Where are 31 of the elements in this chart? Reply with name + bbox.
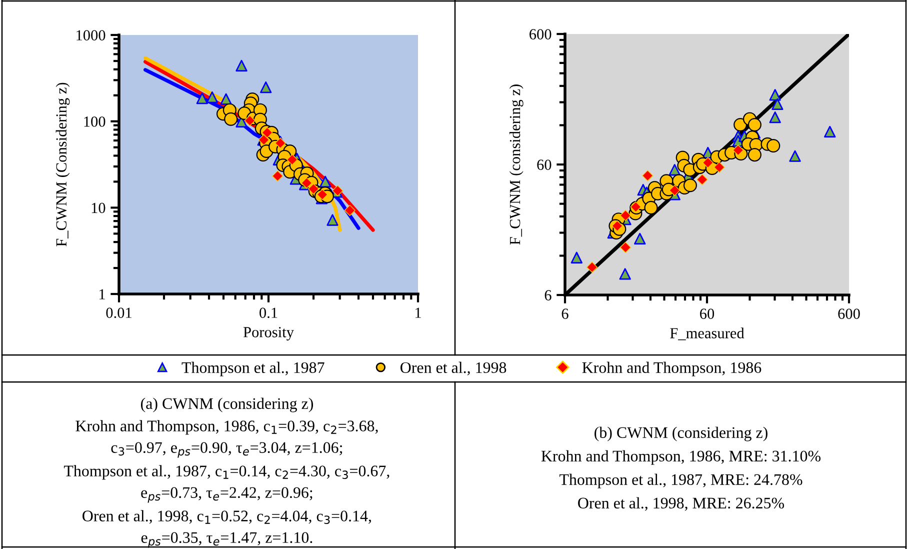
text: c$_{3}$=0.97, e$_{ps}$=0.90, τ$_{e}$=3.04, z=1.06; bbox=[111, 442, 342, 458]
x-tick-label: 60 bbox=[700, 308, 714, 319]
x-tick-label: 1 bbox=[416, 308, 421, 318]
text: Oren et al., 1998, MRE: 26.25% bbox=[578, 497, 784, 511]
text: (a) CWNM (considering z) bbox=[140, 398, 314, 412]
text: e$_{ps}$=0.73, τ$_{e}$=2.42, z=0.96; bbox=[141, 487, 312, 503]
y-tick-label: 6 bbox=[544, 290, 552, 300]
y-tick-label: 1000 bbox=[76, 30, 106, 40]
y-tick-label: 1 bbox=[100, 289, 105, 300]
y-tick-label: 600 bbox=[530, 29, 552, 40]
legend-label: Thompson et al., 1987 bbox=[182, 362, 324, 376]
y-tick-label: 100 bbox=[84, 116, 106, 127]
legend-label: Krohn and Thompson, 1986 bbox=[582, 362, 762, 376]
text: Thompson et al., 1987, c$_{1}$=0.14, c$_{2}$=4.30, c$_{3}$=0.67, bbox=[64, 465, 390, 480]
x-axis-title: Porosity bbox=[243, 327, 294, 340]
y-tick-label: 10 bbox=[92, 202, 106, 214]
text: Oren et al., 1998, c$_{1}$=0.52, c$_{2}$=4.04, c$_{3}$=0.14, bbox=[82, 510, 371, 524]
x-tick-label: 6 bbox=[562, 308, 568, 319]
text: e$_{ps}$=0.35, τ$_{e}$=1.47, z=1.10. bbox=[141, 532, 312, 548]
x-tick-label: 0.01 bbox=[106, 308, 132, 318]
x-axis-title: F_measured bbox=[670, 328, 744, 340]
y-tick-label: 60 bbox=[537, 160, 552, 170]
y-axis-title: F_CWNM (considering z) bbox=[509, 84, 524, 245]
text: Krohn and Thompson, 1986, c$_{1}$=0.39, c$_{2}$=3.68, bbox=[76, 420, 378, 435]
text: (b) CWNM (considering z) bbox=[594, 426, 768, 442]
x-tick-label: 0.1 bbox=[260, 308, 278, 318]
y-axis-title: F_CWNM (Considering z) bbox=[56, 82, 70, 246]
legend-label: Oren et al., 1998 bbox=[400, 362, 506, 376]
x-tick-label: 600 bbox=[838, 308, 860, 319]
text: Thompson et al., 1987, MRE: 24.78% bbox=[560, 474, 802, 488]
text: Krohn and Thompson, 1986, MRE: 31.10% bbox=[541, 450, 821, 465]
